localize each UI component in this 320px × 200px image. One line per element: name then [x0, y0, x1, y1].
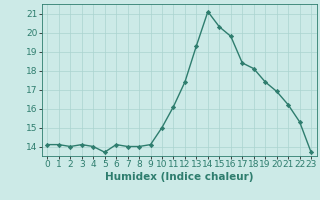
- X-axis label: Humidex (Indice chaleur): Humidex (Indice chaleur): [105, 172, 253, 182]
